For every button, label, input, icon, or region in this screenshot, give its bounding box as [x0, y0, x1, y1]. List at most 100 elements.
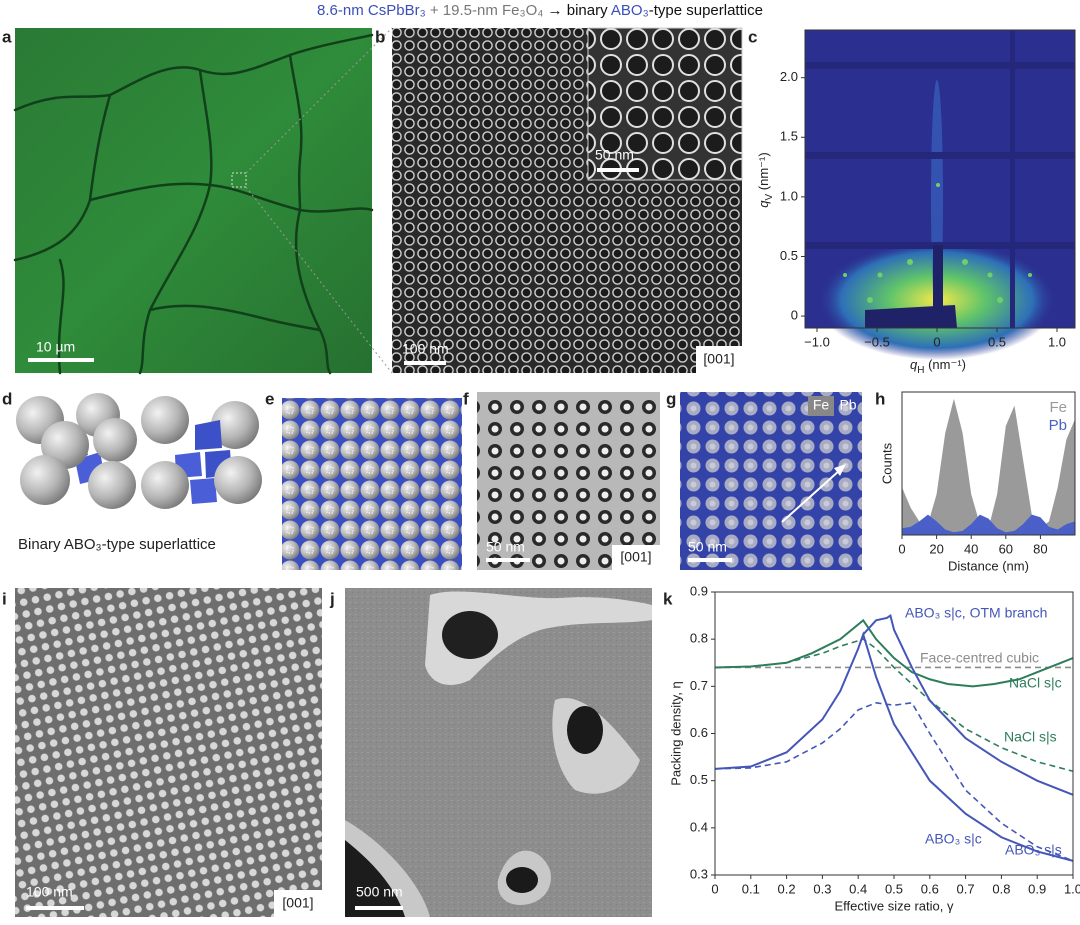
- x-tick-label: 0.9: [1028, 881, 1046, 896]
- panel-d-image: [16, 393, 262, 509]
- x-tick-label: 1.0: [1048, 334, 1066, 349]
- y-tick-label: 0.6: [690, 725, 708, 740]
- panel-label: f: [463, 389, 469, 408]
- x-tick-label: 0.5: [988, 334, 1006, 349]
- y-tick-label: 0.5: [780, 248, 798, 263]
- panel-label: d: [2, 389, 12, 408]
- panel-label: j: [329, 589, 335, 608]
- title-part: 8.6-nm CsPbBr₃: [317, 2, 426, 19]
- panel-label: g: [666, 389, 676, 408]
- x-tick-label: 0.3: [813, 881, 831, 896]
- x-tick-label: 80: [1033, 541, 1047, 556]
- scale-bar-label: 50 nm: [688, 539, 727, 555]
- y-axis-label: Packing density, η: [668, 681, 683, 786]
- x-tick-label: 0.8: [992, 881, 1010, 896]
- axis-subscript: H: [917, 365, 924, 376]
- x-tick-label: 40: [964, 541, 978, 556]
- axis-unit: (nm⁻¹): [924, 357, 966, 372]
- title-part: → binary: [543, 2, 611, 19]
- panel-i-image: [15, 588, 322, 917]
- x-tick-label: 0: [933, 334, 940, 349]
- panel-label: e: [265, 389, 274, 408]
- scale-bar-label: 50 nm: [595, 147, 634, 163]
- scale-bar-label: 500 nm: [356, 884, 403, 900]
- x-tick-label: 0.1: [742, 881, 760, 896]
- zone-axis: [001]: [620, 549, 651, 565]
- x-tick-label: 0.6: [921, 881, 939, 896]
- series-label: ABO₃ s|c, OTM branch: [905, 605, 1047, 621]
- x-tick-label: 1.0: [1064, 881, 1080, 896]
- x-axis-label: Effective size ratio, γ: [835, 898, 954, 913]
- axis-label: qH (nm⁻¹): [910, 357, 966, 375]
- scale-bar-label: 10 µm: [36, 339, 75, 355]
- x-tick-label: 0.5: [885, 881, 903, 896]
- panel-label: i: [2, 589, 7, 608]
- axis-symbol: q: [910, 357, 918, 372]
- panel-b-image: [392, 27, 743, 373]
- y-tick-label: 0.7: [690, 678, 708, 693]
- title-part: ABO₃: [611, 2, 649, 19]
- panel-j-image: [345, 588, 652, 917]
- y-tick-label: 0.4: [690, 819, 708, 834]
- y-tick-label: 0.3: [690, 866, 708, 881]
- panel-label: b: [375, 27, 385, 46]
- axis-symbol: q: [756, 200, 771, 208]
- y-tick-label: 0.5: [690, 772, 708, 787]
- legend-label: Fe: [1049, 399, 1067, 416]
- panel-label: h: [875, 389, 885, 408]
- panel-c-image: [805, 30, 1075, 360]
- panel-f-image: [477, 392, 660, 570]
- plot-frame: [901, 391, 1076, 536]
- figure-title: 8.6-nm CsPbBr₃ + 19.5-nm Fe₃O₄ → binary …: [317, 2, 763, 19]
- scale-bar-label: 100 nm: [26, 884, 73, 900]
- legend-label: Pb: [1049, 417, 1067, 434]
- line: [862, 613, 1074, 796]
- title-part: + 19.5-nm Fe₃O₄: [426, 2, 544, 19]
- panel-labels: a b c d e f g h i j k: [2, 27, 885, 608]
- series-label: Face-centred cubic: [920, 650, 1039, 666]
- line: [714, 638, 1074, 773]
- x-tick-label: 0.4: [849, 881, 867, 896]
- x-tick-label: 0: [711, 881, 718, 896]
- zone-axis: [001]: [282, 895, 313, 911]
- axis-label: qV (nm⁻¹): [756, 152, 774, 207]
- x-tick-label: 0.7: [957, 881, 975, 896]
- y-tick-label: 0.9: [690, 583, 708, 598]
- line: [714, 618, 1074, 688]
- line: [714, 631, 1074, 862]
- panel-e-image: [282, 398, 462, 570]
- x-tick-label: −0.5: [864, 334, 890, 349]
- panel-label: a: [2, 27, 12, 46]
- title-part: -type superlattice: [649, 2, 763, 19]
- area: [902, 398, 1075, 535]
- panel-a-image: [13, 27, 393, 375]
- series-label: ABO₃ s|s: [1005, 842, 1062, 858]
- x-tick-label: 60: [999, 541, 1013, 556]
- series-label: NaCl s|s: [1004, 729, 1057, 745]
- y-axis-label: Counts: [879, 442, 894, 484]
- y-tick-label: 0.8: [690, 631, 708, 646]
- channel-label: Pb: [839, 397, 856, 413]
- zone-axis: [001]: [703, 351, 734, 367]
- panel-label: k: [663, 589, 673, 608]
- x-axis-label: Distance (nm): [948, 558, 1029, 573]
- area: [902, 514, 1075, 535]
- y-tick-label: 2.0: [780, 69, 798, 84]
- y-tick-label: 0: [791, 308, 798, 323]
- panel-label: c: [748, 27, 757, 46]
- panel-g-image: [680, 392, 862, 570]
- x-tick-label: −1.0: [804, 334, 830, 349]
- series-label: NaCl s|c: [1009, 675, 1062, 691]
- channel-label: Fe: [813, 397, 830, 413]
- y-tick-label: 1.0: [780, 188, 798, 203]
- scale-bar-label: 100 nm: [402, 341, 449, 357]
- series-label: ABO₃ s|c: [925, 831, 982, 847]
- x-tick-label: 0.2: [778, 881, 796, 896]
- x-tick-label: 0: [898, 541, 905, 556]
- scale-bar-label: 50 nm: [486, 539, 525, 555]
- panel-caption: Binary ABO₃-type superlattice: [18, 536, 216, 553]
- axis-subscript: V: [764, 193, 775, 200]
- x-tick-label: 20: [929, 541, 943, 556]
- plot-frame: [901, 391, 1076, 536]
